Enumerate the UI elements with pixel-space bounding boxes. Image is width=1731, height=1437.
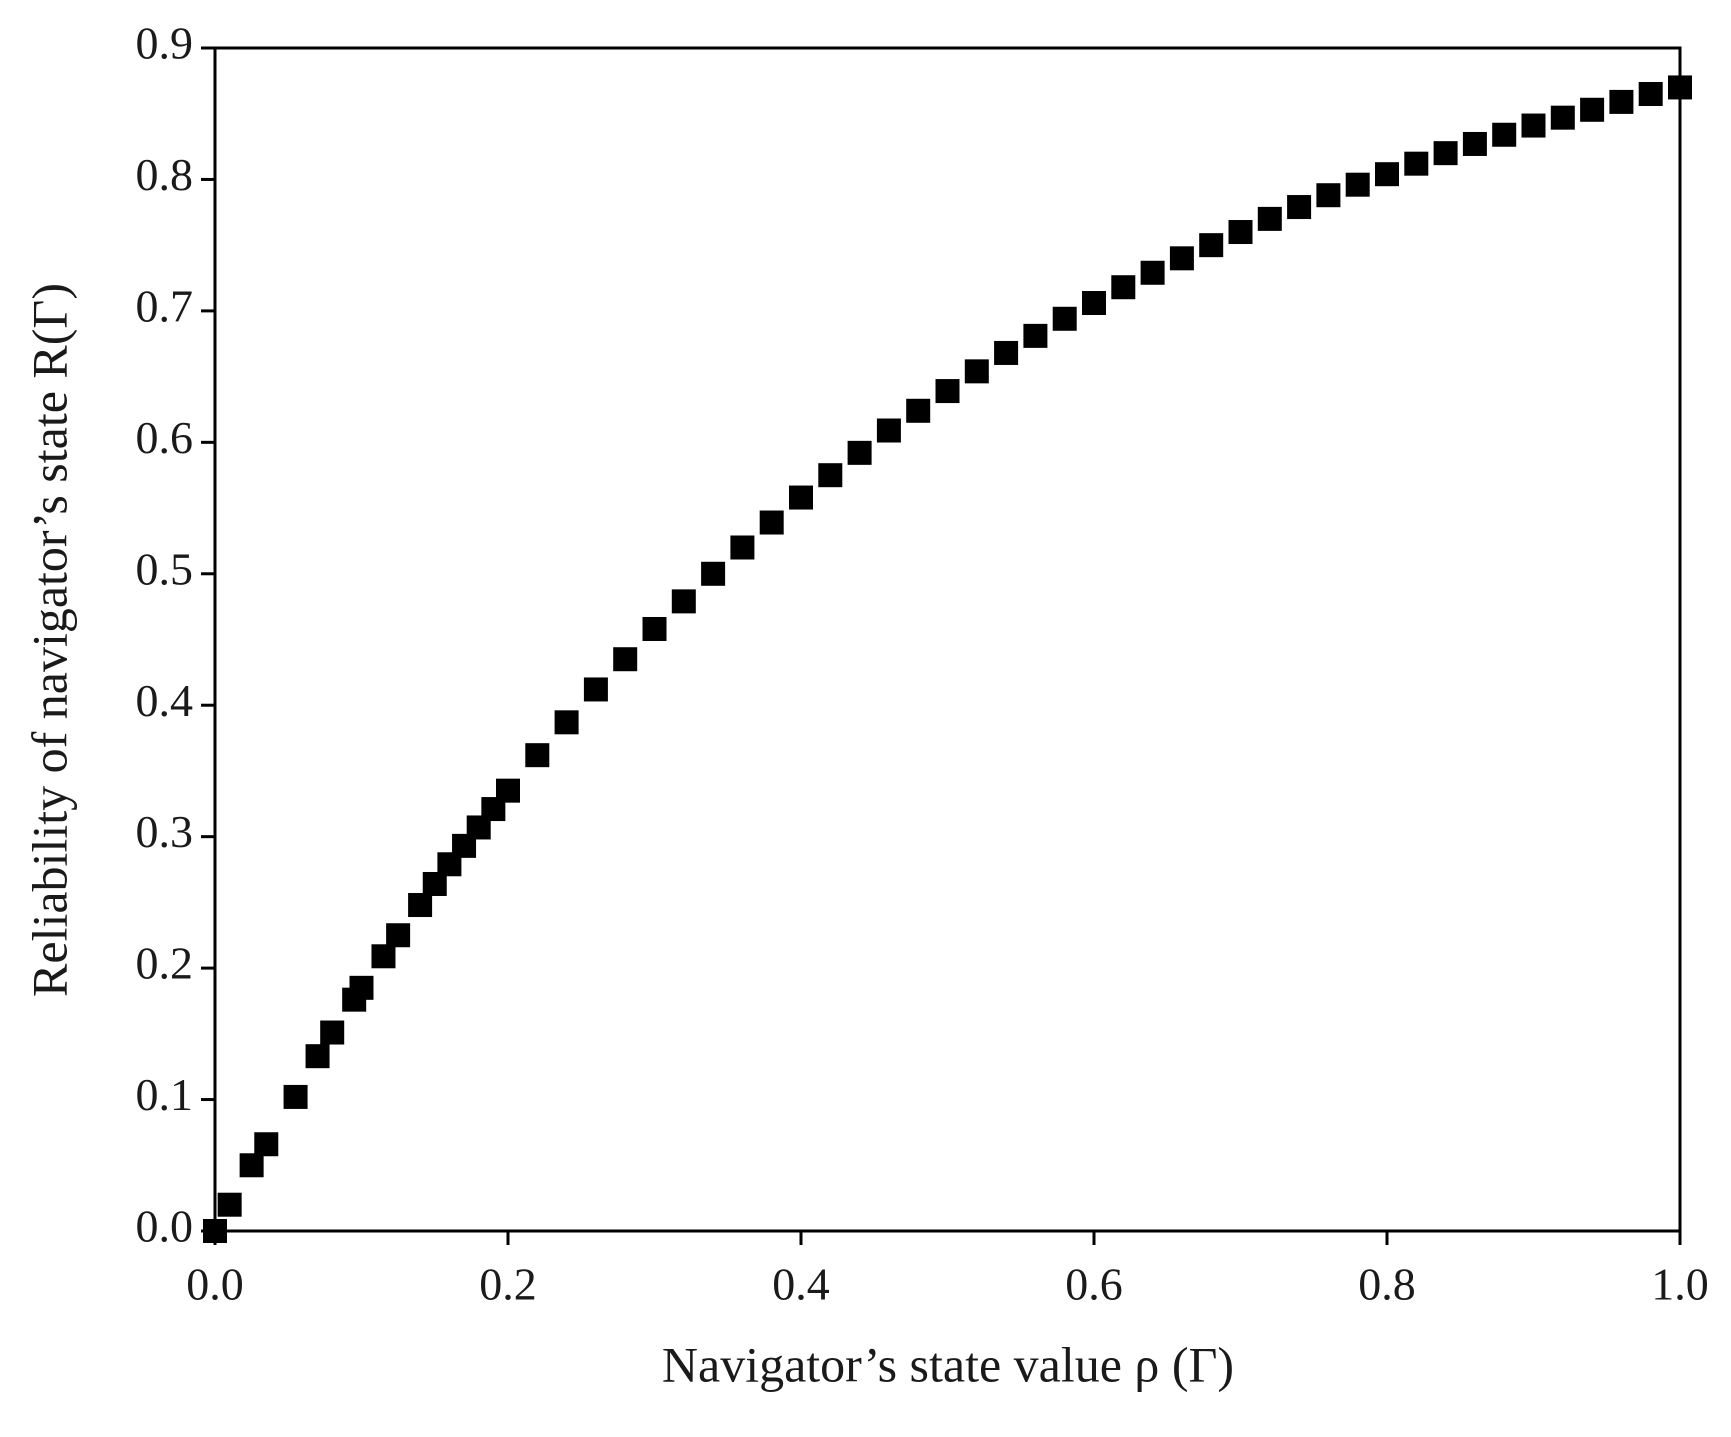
- point: [408, 893, 433, 918]
- point: [371, 944, 396, 969]
- x-tick-label: 0.2: [479, 1259, 537, 1310]
- point: [320, 1020, 345, 1045]
- point: [1433, 141, 1458, 166]
- point: [1169, 246, 1194, 271]
- point: [239, 1153, 264, 1178]
- point: [671, 589, 696, 614]
- x-axis-title: Navigator’s state value ρ (Γ): [662, 1336, 1234, 1392]
- point: [1257, 206, 1282, 231]
- point: [386, 923, 411, 948]
- point: [254, 1132, 279, 1157]
- point: [1550, 105, 1575, 130]
- point: [1082, 291, 1106, 316]
- y-tick-label: 0.1: [136, 1069, 194, 1120]
- point: [496, 778, 520, 803]
- point: [847, 440, 872, 465]
- point: [935, 379, 960, 404]
- point: [1345, 172, 1370, 197]
- x-tick-label: 0.4: [772, 1259, 830, 1310]
- point: [642, 616, 667, 641]
- point: [1638, 82, 1663, 107]
- point: [701, 561, 726, 586]
- x-tick-label: 0.8: [1358, 1259, 1416, 1310]
- point: [818, 463, 843, 488]
- x-tick-label: 0.6: [1065, 1259, 1123, 1310]
- point: [906, 398, 931, 423]
- point: [1140, 260, 1165, 285]
- point: [994, 340, 1019, 365]
- y-tick-label: 0.9: [136, 18, 194, 69]
- point: [1316, 183, 1341, 208]
- point: [349, 975, 374, 1000]
- point: [305, 1044, 330, 1069]
- y-tick-label: 0.8: [136, 149, 194, 200]
- y-axis-title: Reliability of navigator’s state R(Γ): [21, 283, 77, 997]
- y-tick-label: 0.4: [136, 675, 194, 726]
- point: [876, 418, 901, 443]
- point: [583, 677, 608, 702]
- point: [730, 535, 755, 560]
- y-tick-label: 0.7: [136, 280, 194, 331]
- y-tick-label: 0.6: [136, 412, 194, 463]
- point: [1404, 151, 1429, 176]
- point: [217, 1192, 242, 1217]
- point: [1462, 131, 1487, 156]
- point: [1111, 275, 1136, 300]
- point: [203, 1219, 227, 1243]
- point: [789, 485, 813, 510]
- point: [1375, 162, 1399, 187]
- point: [613, 647, 638, 672]
- point: [1228, 220, 1253, 245]
- point: [1052, 306, 1077, 331]
- plot-frame: [213, 46, 1682, 1233]
- x-tick-label: 0.0: [186, 1259, 244, 1310]
- point: [1287, 195, 1312, 220]
- point: [283, 1084, 308, 1109]
- point: [1580, 97, 1605, 122]
- point: [525, 743, 550, 768]
- point: [1668, 75, 1692, 100]
- point: [759, 510, 784, 535]
- y-tick-label: 0.5: [136, 543, 194, 594]
- point: [1492, 122, 1517, 147]
- point: [1609, 89, 1634, 114]
- y-tick-label: 0.3: [136, 806, 194, 857]
- point: [1199, 233, 1224, 258]
- y-tick-label: 0.0: [136, 1201, 194, 1252]
- y-tick-label: 0.2: [136, 938, 194, 989]
- point: [964, 359, 989, 384]
- point: [1023, 323, 1048, 348]
- point: [1521, 113, 1546, 138]
- x-tick-label: 1.0: [1651, 1259, 1709, 1310]
- point: [554, 710, 579, 735]
